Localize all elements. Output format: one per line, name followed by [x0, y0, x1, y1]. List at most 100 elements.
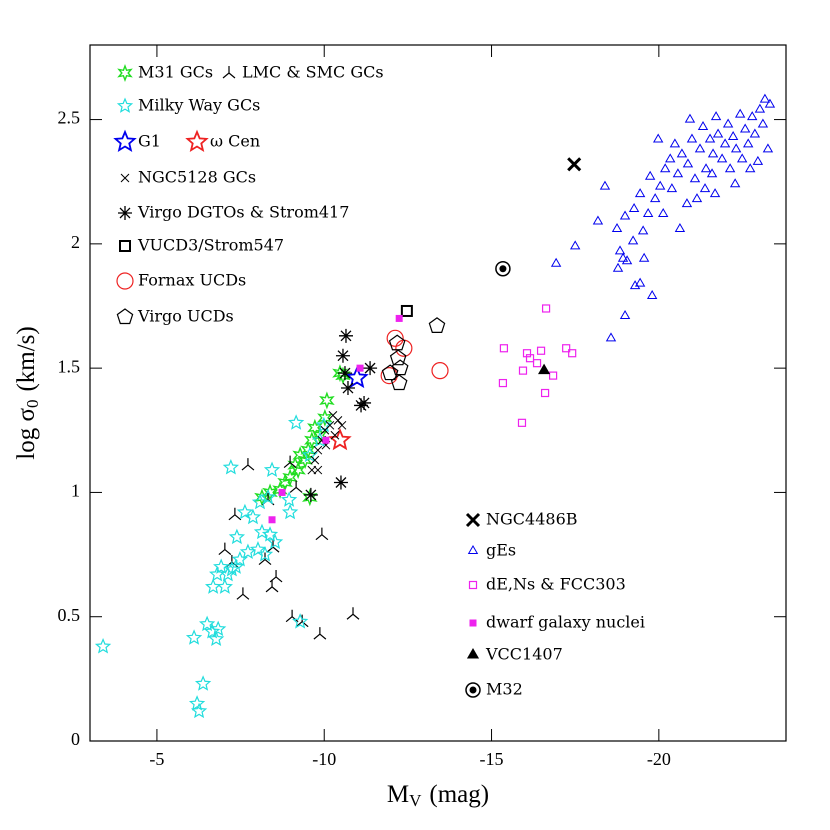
- data-point: [674, 222, 686, 232]
- y-tick-label: 2.5: [58, 108, 81, 128]
- data-point: [431, 362, 449, 380]
- data-point: [619, 210, 631, 220]
- data-point: [727, 130, 739, 140]
- legend-label: Milky Way GCs: [138, 96, 260, 115]
- data-point: [550, 257, 562, 267]
- data-point: [303, 487, 318, 502]
- data-point: [282, 468, 298, 487]
- data-point: [335, 366, 351, 385]
- data-point: [386, 329, 404, 347]
- legend-label: ω Cen: [210, 132, 260, 151]
- data-point: [700, 163, 712, 173]
- data-point: [525, 354, 535, 363]
- data-point: [747, 111, 758, 121]
- data-point: [689, 173, 701, 183]
- data-point: [517, 418, 527, 427]
- x-axis-label: MV (mag): [387, 781, 489, 810]
- data-point: [627, 235, 639, 245]
- data-point: [669, 138, 681, 148]
- data-point: [628, 203, 640, 213]
- legend-label: NGC4486B: [486, 510, 578, 529]
- data-point: [209, 565, 226, 582]
- legend-label: Fornax UCDs: [138, 271, 246, 290]
- data-point: [532, 359, 542, 368]
- data-point: [611, 222, 623, 232]
- x-label-sub: V: [409, 791, 422, 810]
- legend-symbol: [468, 580, 478, 590]
- data-point: [281, 503, 299, 520]
- x-label-unit: (mag): [429, 781, 489, 808]
- data-point: [638, 252, 650, 262]
- data-point: [313, 627, 327, 640]
- legend-label: dwarf galaxy nuclei: [486, 613, 645, 632]
- data-point: [757, 118, 769, 128]
- data-point: [333, 415, 343, 425]
- data-point: [278, 488, 286, 496]
- legend-symbol: [222, 66, 236, 79]
- data-point: [569, 240, 581, 250]
- data-point: [754, 103, 766, 113]
- y-tick-label: 1.5: [58, 356, 81, 376]
- data-point: [335, 348, 350, 363]
- data-point: [227, 558, 245, 574]
- data-point: [666, 183, 678, 193]
- legend-symbol: [116, 97, 134, 113]
- legend-symbol: [465, 512, 481, 528]
- data-point: [730, 143, 742, 153]
- legend-symbol: [119, 240, 131, 252]
- data-point: [317, 408, 333, 427]
- data-point: [710, 111, 722, 121]
- data-point: [694, 143, 706, 153]
- legend-label: dE,Ns & FCC303: [486, 575, 626, 594]
- legend-label: M31 GCs: [138, 63, 213, 82]
- data-point: [614, 245, 626, 255]
- data-point-dot: [499, 265, 507, 273]
- data-point: [287, 414, 305, 430]
- data-point: [265, 579, 279, 593]
- legend-label: M32: [486, 680, 523, 699]
- data-point: [742, 138, 754, 148]
- data-point: [236, 503, 254, 520]
- data-point: [218, 542, 232, 556]
- y-axis-label: log σ0 (km/s): [13, 326, 42, 459]
- x-tick-label: -10: [312, 749, 336, 769]
- data-point: [310, 455, 320, 465]
- data-point: [330, 430, 340, 440]
- data-point: [682, 158, 694, 168]
- data-point: [203, 623, 221, 639]
- y-tick-label: 1: [71, 481, 80, 501]
- legend-label: VCC1407: [485, 645, 563, 664]
- data-point: [599, 180, 611, 190]
- legend-label: G1: [138, 132, 161, 151]
- data-point: [712, 128, 724, 138]
- data-point: [315, 527, 329, 541]
- data-point: [536, 346, 546, 355]
- legend-label: VUCD3/Strom547: [137, 236, 284, 255]
- data-point: [381, 364, 399, 381]
- data-point: [541, 304, 551, 313]
- legend-symbol: [116, 308, 134, 325]
- data-point: [612, 262, 624, 272]
- legend-symbol-ring: [465, 682, 481, 698]
- data-point: [290, 461, 306, 480]
- data-point: [337, 420, 347, 430]
- data-point: [268, 516, 276, 524]
- data-point: [222, 459, 240, 475]
- data-point: [380, 367, 398, 385]
- data-point: [263, 461, 281, 477]
- legend-label: gEs: [486, 541, 516, 560]
- data-point: [617, 252, 629, 262]
- data-point: [707, 148, 719, 158]
- data-point: [269, 569, 283, 583]
- data-point: [652, 133, 664, 143]
- data-point: [363, 361, 378, 376]
- legend-symbol: [469, 619, 477, 627]
- legend-label: LMC & SMC GCs: [242, 63, 384, 82]
- legend-symbol-dot: [469, 686, 477, 694]
- data-point: [280, 491, 298, 507]
- data-point: [256, 546, 274, 562]
- legend-symbol: [185, 129, 209, 152]
- legend-symbol: [113, 129, 137, 152]
- data-point: [660, 163, 671, 173]
